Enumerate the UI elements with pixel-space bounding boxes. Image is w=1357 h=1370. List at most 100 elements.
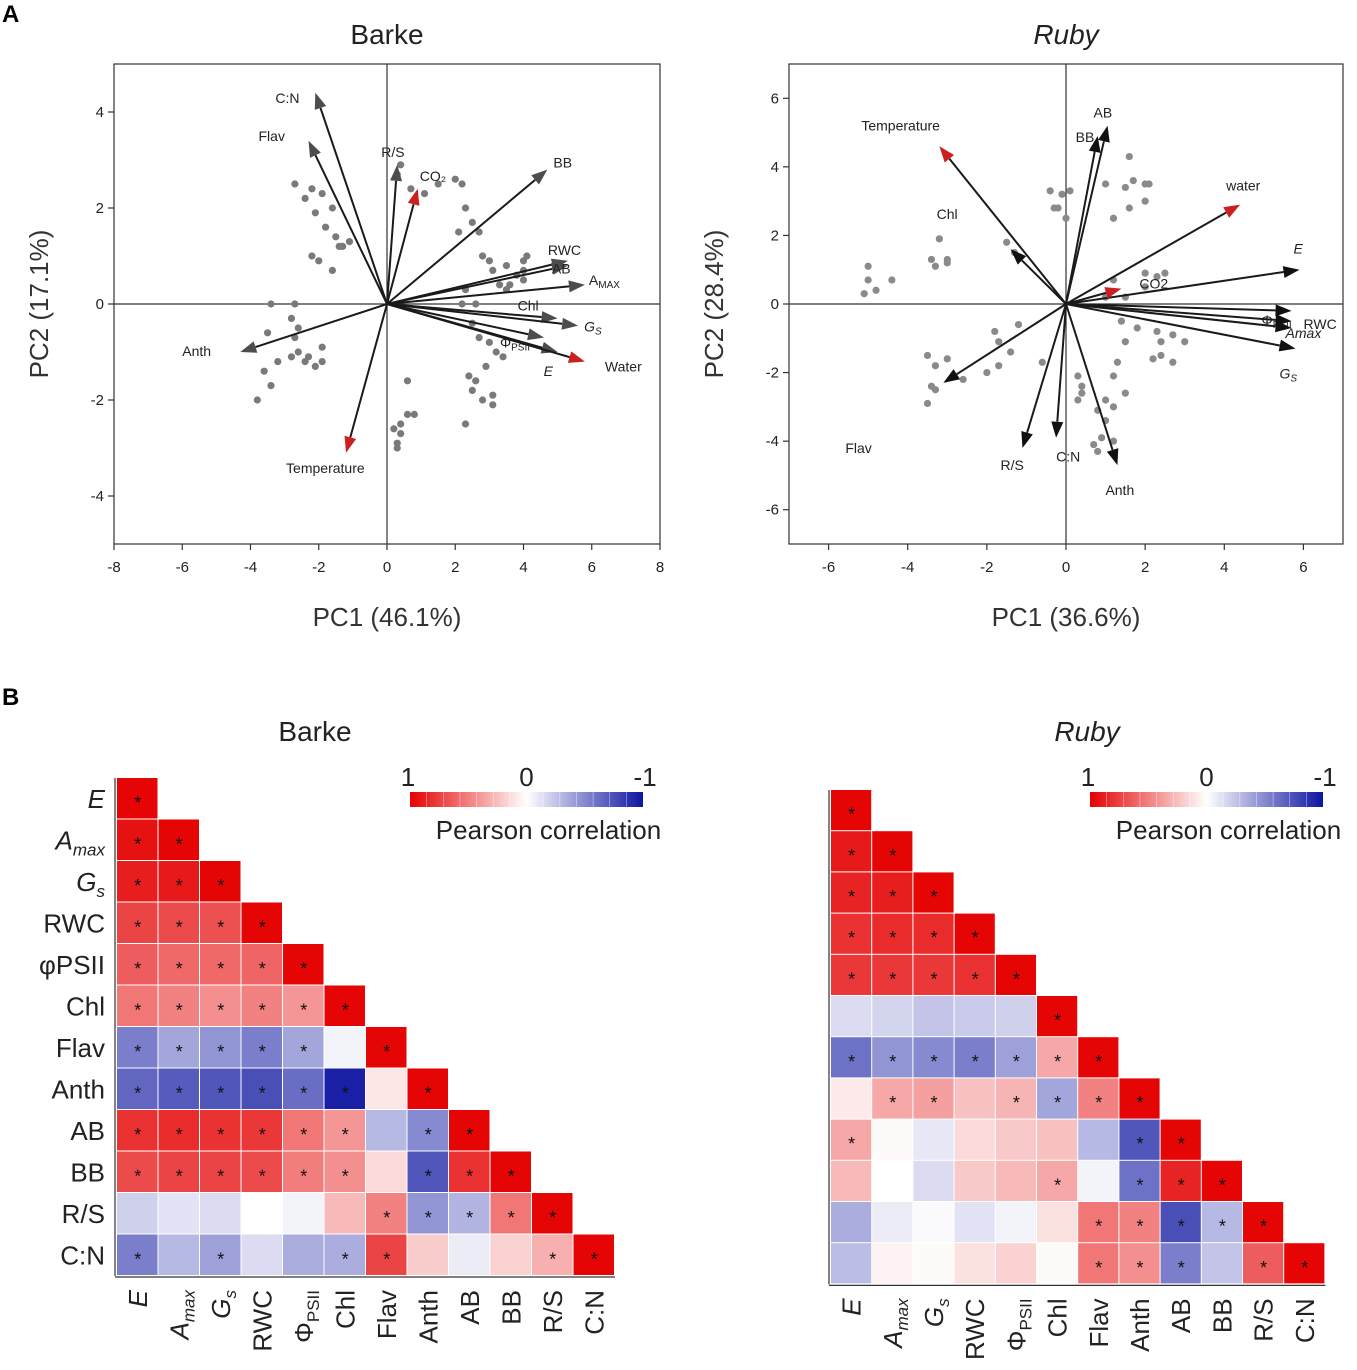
score-point [260,367,268,375]
score-point [1145,180,1153,188]
vector-line [319,107,388,305]
score-point [332,233,340,241]
x-tick-label: 4 [519,559,527,576]
heatmap-cell [1078,1119,1119,1160]
significance-star: * [549,1208,556,1228]
score-point [991,327,999,336]
significance-star: * [300,1166,307,1186]
heatmap-cell [241,944,282,985]
heatmap-cell [117,902,158,943]
significance-star: * [300,1125,307,1145]
significance-star: * [1219,1217,1226,1237]
vector-arrowhead [390,164,403,182]
vector-line [1065,303,1276,312]
significance-star: * [300,1000,307,1020]
x-tick-label: 0 [1062,559,1070,576]
score-point [943,355,951,363]
significance-star: * [176,1125,183,1145]
vector-label: Flav [259,128,285,144]
score-point [482,362,490,370]
heatmap-cell [158,944,199,985]
score-point [927,382,936,390]
heatmap-cell [1160,1243,1201,1284]
score-point [485,338,493,346]
heatmap-cell [954,1243,995,1284]
significance-star: * [217,1249,224,1269]
colorbar-label: Pearson correlation [436,815,661,845]
x-tick-label: -8 [107,559,120,576]
score-point [397,430,405,438]
heatmap-cell [1160,1119,1201,1160]
significance-star: * [425,1166,432,1186]
vector-line [1056,303,1067,422]
significance-star: * [889,928,896,948]
heatmap-col-label: RWC [247,1290,277,1352]
score-point [502,262,511,270]
significance-star: * [342,1166,349,1186]
score-point [1066,187,1074,195]
heatmap-cell [995,1037,1036,1078]
score-point [1149,355,1157,363]
score-point [1109,437,1118,445]
score-point [311,209,319,217]
score-point [291,300,299,308]
heatmap-cell [158,902,199,943]
heatmap-cell [117,1068,158,1109]
heatmap-cell [1160,1160,1201,1201]
score-point [318,190,326,198]
heatmap-cell [831,1037,872,1078]
score-point [1153,272,1161,281]
score-point [864,262,872,270]
heatmap-cell [995,1078,1036,1119]
significance-star: * [1260,1258,1267,1278]
heatmap-cell [200,902,241,943]
x-tick-label: 8 [656,559,664,576]
vector-arrowhead [1278,339,1296,352]
significance-star: * [1136,1258,1143,1278]
heatmap-cell [995,996,1036,1037]
significance-star: * [342,1083,349,1103]
score-point [1038,358,1046,366]
heatmap-row-label: C:N [60,1240,105,1270]
heatmap-cell [117,1027,158,1068]
heatmap-row-label: Flav [56,1033,105,1063]
score-point [489,401,497,409]
heatmap-cell [283,1151,324,1192]
y-tick-label: -2 [766,365,779,382]
vector-line [386,285,570,305]
score-point [1133,324,1141,332]
heatmap-cell [158,985,199,1026]
y-tick-label: 0 [771,296,779,313]
x-tick-label: -6 [822,559,835,576]
score-point [1098,434,1106,442]
x-tick-label: -4 [901,559,914,576]
vector-line [1065,271,1284,305]
heatmap-cell [1078,1243,1119,1284]
heatmap-col-label: Amax [164,1290,198,1342]
vector-label: Chl [518,297,539,313]
heatmap-cell [241,1027,282,1068]
y-tick-label: 6 [771,90,779,107]
score-point [1169,358,1177,366]
significance-star: * [1178,1134,1185,1154]
heatmap-cell [954,1078,995,1119]
heatmap-col-label: Flav [1084,1298,1114,1347]
heatmap-barke: Barke * * * * * * * * * * * * * * * * * * * * * * * * * * * * * * * * * * *… [39,716,661,1352]
vector-arrowhead [939,146,955,163]
vector-label: Amax [1285,325,1323,341]
vector-line [255,303,388,348]
heatmap-row-label: AB [70,1116,105,1146]
score-point [308,252,316,260]
vector-line [956,303,1067,376]
heatmap-cell [283,1027,324,1068]
vector-label: AMAX [589,272,620,291]
heatmap-cell [241,1068,282,1109]
vector-label: E [1293,241,1303,257]
vector-label: Anth [1105,482,1134,498]
heatmap-cell [158,1068,199,1109]
heatmap-cell [324,1151,365,1192]
score-point [943,259,951,267]
heatmap-cell [200,1027,241,1068]
vector-arrowhead [1088,136,1101,153]
chart-title: Barke [350,19,423,50]
